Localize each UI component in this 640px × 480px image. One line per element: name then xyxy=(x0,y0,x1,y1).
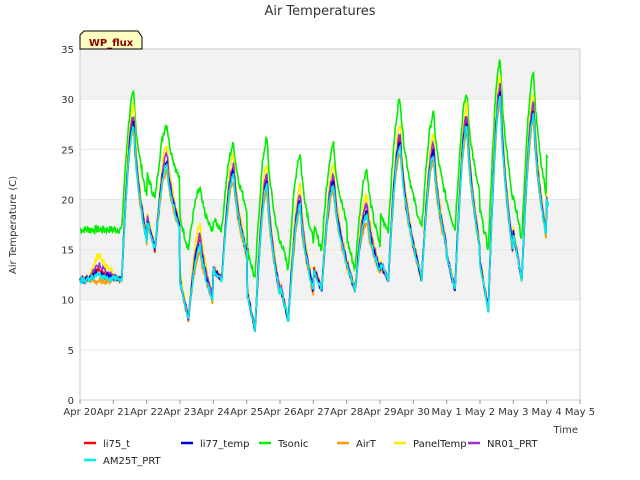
y-tick-label: 0 xyxy=(68,396,74,407)
series-layer xyxy=(79,59,549,333)
chart-title: Air Temperatures xyxy=(264,4,375,19)
y-tick-label: 5 xyxy=(68,346,74,357)
legend-label: li75_t xyxy=(103,439,130,450)
y-tick-label: 30 xyxy=(61,95,74,106)
x-tick-label: Apr 20 xyxy=(63,407,96,418)
legend-label: PanelTemp xyxy=(413,439,467,450)
plot-background-bands xyxy=(80,48,580,401)
legend-label: NR01_PRT xyxy=(487,439,538,450)
y-tick-label: 20 xyxy=(61,195,74,206)
x-tick-label: Apr 23 xyxy=(163,407,196,418)
y-tick-label: 35 xyxy=(61,45,74,56)
y-axis-ticks: 0 5 10 15 20 25 30 35 xyxy=(61,45,74,407)
y-tick-label: 15 xyxy=(61,246,74,257)
x-tick-label: Apr 21 xyxy=(97,407,130,418)
x-tick-label: May 4 xyxy=(532,407,562,418)
y-tick-label: 25 xyxy=(61,145,74,156)
x-axis-ticks: Apr 20 Apr 21 Apr 22 Apr 23 Apr 24 Apr 25 Apr … xyxy=(63,400,595,418)
x-tick-label: Apr 27 xyxy=(297,407,330,418)
x-axis-label: Time xyxy=(553,425,578,436)
legend-label: AM25T_PRT xyxy=(103,456,162,467)
x-tick-label: Apr 22 xyxy=(130,407,163,418)
series-line-tsonic xyxy=(79,59,549,279)
plot-frame xyxy=(79,48,581,401)
x-tick-label: May 2 xyxy=(465,407,495,418)
y-tick-label: 10 xyxy=(61,296,74,307)
x-tick-label: Apr 30 xyxy=(397,407,430,418)
x-tick-label: Apr 28 xyxy=(330,407,363,418)
x-tick-label: Apr 24 xyxy=(197,407,230,418)
y-axis-label: Air Temperature (C) xyxy=(8,176,19,274)
legend-label: AirT xyxy=(356,439,377,450)
x-tick-label: May 1 xyxy=(432,407,462,418)
x-tick-label: Apr 29 xyxy=(363,407,396,418)
legend: li75_t li77_temp Tsonic AirT PanelTemp NR01_P… xyxy=(84,439,538,467)
x-tick-label: Apr 26 xyxy=(263,407,296,418)
legend-label: li77_temp xyxy=(200,439,249,450)
site-badge: WP_flux xyxy=(79,30,143,50)
x-tick-label: Apr 25 xyxy=(230,407,263,418)
series-line-am25t-prt xyxy=(79,95,549,333)
x-tick-label: May 5 xyxy=(565,407,595,418)
legend-label: Tsonic xyxy=(277,439,308,450)
x-tick-label: May 3 xyxy=(498,407,528,418)
grid-band-1 xyxy=(80,49,580,100)
site-badge-label: WP_flux xyxy=(89,38,134,49)
